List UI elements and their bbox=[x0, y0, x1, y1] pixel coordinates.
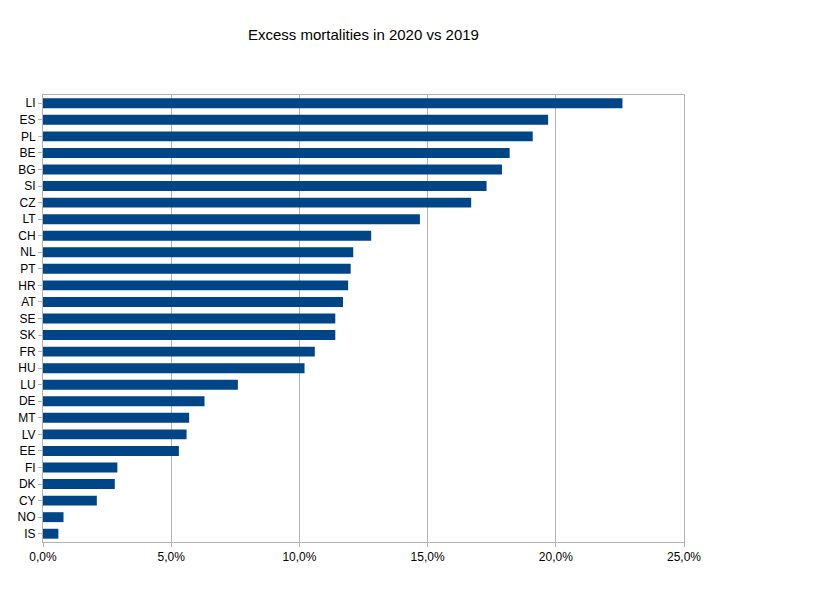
svg-text:20,0%: 20,0% bbox=[539, 550, 573, 564]
svg-text:CH: CH bbox=[18, 229, 35, 243]
svg-text:CZ: CZ bbox=[20, 196, 36, 210]
svg-text:SI: SI bbox=[24, 179, 35, 193]
svg-text:10,0%: 10,0% bbox=[282, 550, 316, 564]
svg-text:AT: AT bbox=[21, 295, 36, 309]
svg-text:Excess mortalities in 2020 vs: Excess mortalities in 2020 vs 2019 bbox=[248, 26, 479, 43]
svg-text:LT: LT bbox=[22, 212, 36, 226]
svg-text:LI: LI bbox=[26, 96, 36, 110]
svg-text:LU: LU bbox=[20, 378, 35, 392]
svg-text:PL: PL bbox=[21, 130, 36, 144]
svg-text:LV: LV bbox=[22, 428, 36, 442]
svg-text:25,0%: 25,0% bbox=[667, 550, 701, 564]
svg-text:EE: EE bbox=[20, 444, 36, 458]
svg-text:IS: IS bbox=[24, 527, 35, 541]
svg-text:FR: FR bbox=[20, 345, 36, 359]
svg-text:NO: NO bbox=[18, 510, 36, 524]
svg-text:15,0%: 15,0% bbox=[411, 550, 445, 564]
svg-text:0,0%: 0,0% bbox=[29, 550, 57, 564]
svg-text:ES: ES bbox=[20, 113, 36, 127]
svg-text:HR: HR bbox=[18, 279, 36, 293]
svg-text:DE: DE bbox=[19, 394, 36, 408]
svg-text:5,0%: 5,0% bbox=[158, 550, 186, 564]
svg-text:SK: SK bbox=[20, 328, 36, 342]
svg-text:FI: FI bbox=[25, 461, 36, 475]
svg-text:HU: HU bbox=[18, 361, 35, 375]
svg-text:MT: MT bbox=[18, 411, 36, 425]
svg-text:NL: NL bbox=[20, 245, 36, 259]
svg-text:BG: BG bbox=[18, 163, 35, 177]
svg-text:PT: PT bbox=[20, 262, 36, 276]
svg-text:DK: DK bbox=[19, 477, 36, 491]
svg-text:SE: SE bbox=[20, 312, 36, 326]
svg-text:BE: BE bbox=[20, 146, 36, 160]
svg-text:CY: CY bbox=[19, 494, 36, 508]
